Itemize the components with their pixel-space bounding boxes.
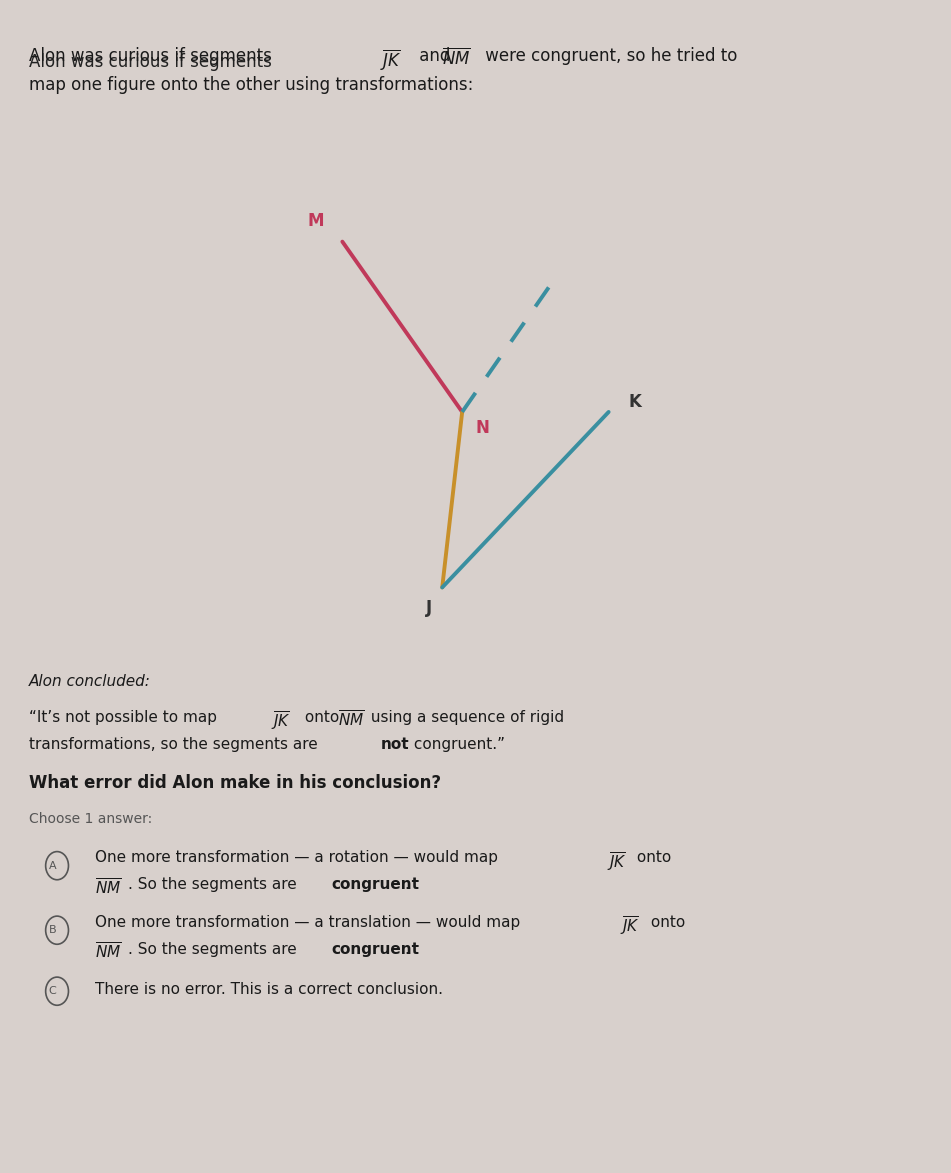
Text: not: not [380, 737, 409, 752]
Text: N: N [476, 419, 489, 436]
Text: Alon was curious if segments: Alon was curious if segments [29, 47, 277, 65]
Text: K: K [629, 393, 642, 411]
Text: onto: onto [646, 915, 685, 930]
Text: . So the segments are: . So the segments are [128, 942, 302, 957]
Text: using a sequence of rigid: using a sequence of rigid [366, 710, 564, 725]
Text: congruent: congruent [331, 877, 419, 893]
Text: .: . [404, 942, 409, 957]
Text: C: C [49, 986, 56, 996]
Text: $\overline{JK}$: $\overline{JK}$ [271, 710, 291, 733]
Text: $\overline{JK}$: $\overline{JK}$ [380, 47, 402, 72]
Text: “It’s not possible to map: “It’s not possible to map [29, 710, 222, 725]
Text: One more transformation — a translation — would map: One more transformation — a translation … [95, 915, 525, 930]
Text: $\overline{JK}$: $\overline{JK}$ [620, 915, 640, 938]
Text: map one figure onto the other using transformations:: map one figure onto the other using tran… [29, 76, 473, 94]
Text: What error did Alon make in his conclusion?: What error did Alon make in his conclusi… [29, 774, 440, 792]
Text: $\overline{NM}$: $\overline{NM}$ [338, 710, 364, 730]
Text: Alon was curious if segments: Alon was curious if segments [29, 53, 277, 70]
Text: . So the segments are: . So the segments are [128, 877, 302, 893]
Text: were congruent, so he tried to: were congruent, so he tried to [480, 47, 738, 65]
Text: and: and [414, 47, 456, 65]
Text: $\overline{NM}$: $\overline{NM}$ [442, 47, 471, 68]
Text: A: A [49, 861, 56, 870]
Text: onto: onto [632, 850, 671, 866]
Text: congruent.”: congruent.” [409, 737, 505, 752]
Text: congruent: congruent [331, 942, 419, 957]
Text: B: B [49, 925, 56, 935]
Text: J: J [426, 599, 432, 617]
Text: Choose 1 answer:: Choose 1 answer: [29, 812, 152, 826]
Text: onto: onto [300, 710, 343, 725]
Text: M: M [307, 212, 324, 230]
Text: $\overline{JK}$: $\overline{JK}$ [607, 850, 627, 874]
Text: $\overline{NM}$: $\overline{NM}$ [95, 942, 122, 962]
Text: $\overline{NM}$: $\overline{NM}$ [95, 877, 122, 897]
Text: Alon concluded:: Alon concluded: [29, 674, 150, 690]
Text: transformations, so the segments are: transformations, so the segments are [29, 737, 322, 752]
Text: There is no error. This is a correct conclusion.: There is no error. This is a correct con… [95, 982, 443, 997]
Text: .: . [404, 877, 409, 893]
Text: One more transformation — a rotation — would map: One more transformation — a rotation — w… [95, 850, 503, 866]
